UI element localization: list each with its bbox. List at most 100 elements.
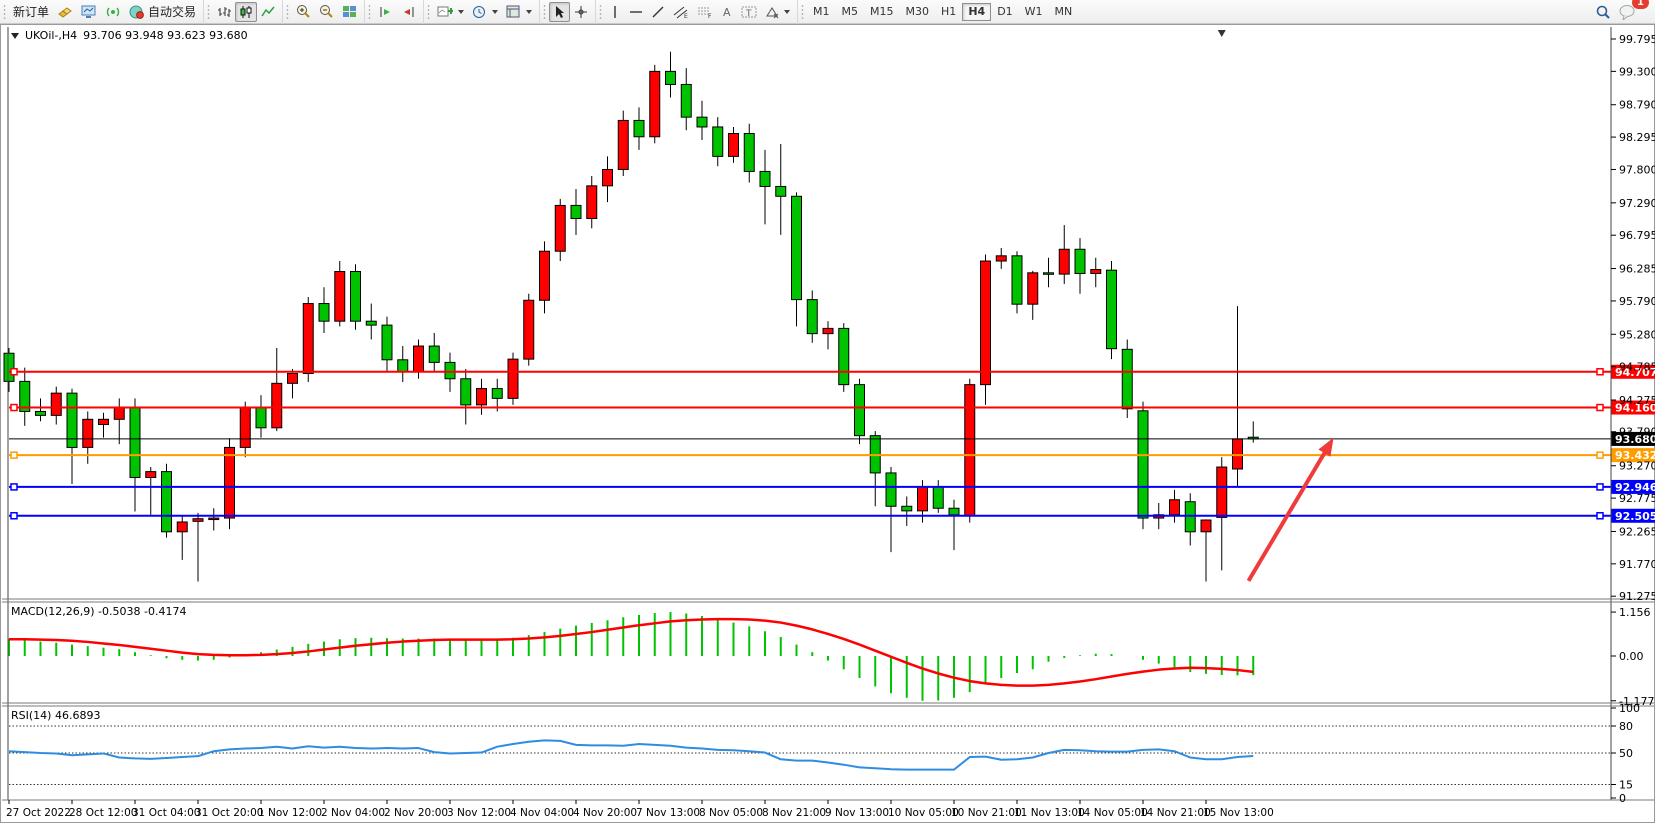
svg-text:98.790: 98.790 (1619, 99, 1655, 112)
periods-clock-icon[interactable] (468, 2, 502, 22)
svg-text:31 Oct 20:00: 31 Oct 20:00 (195, 807, 263, 819)
svg-text:8 Nov 21:00: 8 Nov 21:00 (762, 807, 826, 819)
svg-text:96.795: 96.795 (1619, 229, 1655, 242)
svg-text:4 Nov 20:00: 4 Nov 20:00 (573, 807, 637, 819)
lines-layer: 94.707 94.160 93.680 93.432 92.946 92.505 (9, 364, 1655, 523)
svg-text:27 Oct 2022: 27 Oct 2022 (6, 807, 71, 819)
chart-title[interactable]: UKOil-,H4 93.706 93.948 93.623 93.680 (11, 29, 248, 42)
annot-layer (1246, 437, 1334, 582)
vertical-line-icon[interactable] (605, 2, 625, 22)
svg-text:92.265: 92.265 (1619, 525, 1655, 538)
add-indicator-icon[interactable] (433, 2, 468, 22)
zoom-out-icon[interactable] (315, 2, 338, 22)
bar-chart-icon[interactable] (213, 2, 235, 22)
zoom-in-icon[interactable] (292, 2, 315, 22)
svg-text:94.785: 94.785 (1619, 361, 1655, 374)
svg-text:28 Oct 12:00: 28 Oct 12:00 (69, 807, 137, 819)
svg-text:91.275: 91.275 (1619, 590, 1655, 603)
timeframe-m15[interactable]: M15 (870, 5, 894, 18)
svg-text:100: 100 (1619, 702, 1640, 715)
auto-scroll-icon[interactable] (374, 2, 397, 22)
trendline-icon[interactable] (647, 2, 669, 22)
timeframe-m5[interactable]: M5 (841, 5, 859, 18)
svg-text:11 Nov 13:00: 11 Nov 13:00 (1014, 807, 1085, 819)
svg-text:3 Nov 12:00: 3 Nov 12:00 (447, 807, 511, 819)
svg-text:92.505: 92.505 (1615, 510, 1655, 523)
chevron-down-icon (458, 9, 465, 14)
timeframe-m30[interactable]: M30 (905, 5, 930, 18)
chart-canvas[interactable]: 94.707 94.160 93.680 93.432 92.946 92.505 99.7… (1, 25, 1655, 823)
candles-layer (3, 51, 1259, 582)
macd-indicator-label: MACD(12,26,9) -0.5038 -0.4174 (11, 605, 187, 618)
autotrading-button[interactable]: 自动交易 (125, 2, 200, 22)
timeframe-h1[interactable]: H1 (941, 5, 957, 18)
crosshair-icon[interactable] (570, 2, 592, 22)
svg-text:91.770: 91.770 (1619, 558, 1655, 571)
symbol-dropdown-icon[interactable] (11, 32, 19, 39)
timeframe-d1[interactable]: D1 (997, 5, 1013, 18)
signals-icon[interactable] (101, 2, 125, 22)
svg-text:-1.1779: -1.1779 (1619, 695, 1655, 708)
svg-text:92.775: 92.775 (1619, 492, 1655, 505)
svg-text:14 Nov 21:00: 14 Nov 21:00 (1140, 807, 1211, 819)
templates-icon[interactable] (502, 2, 536, 22)
new-order-button[interactable]: 新订单 (9, 2, 53, 22)
svg-text:97.290: 97.290 (1619, 197, 1655, 210)
shapes-icon[interactable] (761, 2, 794, 22)
grid-layer (9, 725, 1611, 785)
svg-text:93.680: 93.680 (1615, 433, 1655, 446)
candlestick-chart-icon[interactable] (235, 1, 258, 22)
text-icon[interactable]: A (717, 2, 737, 22)
svg-text:92.946: 92.946 (1615, 481, 1655, 494)
svg-text:80: 80 (1619, 720, 1633, 733)
symbol-period-label: UKOil-,H4 (25, 29, 78, 42)
svg-text:99.300: 99.300 (1619, 65, 1655, 78)
fibonacci-icon[interactable]: F (693, 2, 717, 22)
svg-text:F: F (708, 13, 712, 19)
search-icon[interactable] (1591, 2, 1615, 22)
timeframe-w1[interactable]: W1 (1024, 5, 1043, 18)
svg-text:93.432: 93.432 (1615, 449, 1655, 462)
cursor-icon[interactable] (549, 1, 571, 22)
line-chart-icon[interactable] (257, 2, 279, 22)
svg-text:T: T (745, 9, 752, 19)
chevron-down-icon (492, 9, 499, 14)
svg-text:94.160: 94.160 (1615, 402, 1655, 415)
svg-text:94.275: 94.275 (1619, 394, 1655, 407)
chart-shift-icon[interactable] (397, 2, 420, 22)
axes-layer: 99.795 99.300 98.790 98.295 97.800 97.290 96.7… (2, 27, 1655, 819)
svg-text:1.156: 1.156 (1619, 606, 1651, 619)
svg-text:96.285: 96.285 (1619, 263, 1655, 276)
horizontal-line-icon[interactable] (625, 2, 647, 22)
svg-text:99.795: 99.795 (1619, 33, 1655, 46)
main-toolbar: 新订单 自动交易 (0, 0, 1655, 24)
svg-text:95.790: 95.790 (1619, 295, 1655, 308)
chat-icon[interactable]: 1 (1615, 0, 1649, 22)
chevron-down-icon (784, 9, 791, 14)
equidistant-channel-icon[interactable]: E (669, 2, 693, 22)
svg-text:4 Nov 04:00: 4 Nov 04:00 (510, 807, 574, 819)
svg-text:15 Nov 13:00: 15 Nov 13:00 (1203, 807, 1274, 819)
chevron-down-icon (526, 9, 533, 14)
svg-text:97.800: 97.800 (1619, 163, 1655, 176)
text-label-icon[interactable]: T (737, 2, 761, 22)
svg-text:50: 50 (1619, 747, 1633, 760)
gold-icon[interactable] (53, 2, 77, 22)
svg-text:2 Nov 04:00: 2 Nov 04:00 (321, 807, 385, 819)
timeframe-mn[interactable]: MN (1054, 5, 1073, 18)
svg-text:95.280: 95.280 (1619, 328, 1655, 341)
chart-window: 94.707 94.160 93.680 93.432 92.946 92.505 99.7… (0, 24, 1655, 823)
tile-windows-icon[interactable] (338, 2, 361, 22)
timeframe-m1[interactable]: M1 (813, 5, 830, 18)
svg-text:1 Nov 12:00: 1 Nov 12:00 (258, 807, 322, 819)
ohlc-label: 93.706 93.948 93.623 93.680 (83, 29, 248, 42)
svg-text:31 Oct 04:00: 31 Oct 04:00 (132, 807, 200, 819)
svg-text:94.707: 94.707 (1615, 366, 1655, 379)
profiles-icon[interactable] (77, 2, 101, 22)
timeframe-h4[interactable]: H4 (962, 2, 992, 21)
svg-text:7 Nov 13:00: 7 Nov 13:00 (636, 807, 700, 819)
svg-text:0.00: 0.00 (1619, 650, 1644, 663)
svg-text:A: A (723, 6, 731, 19)
svg-text:2 Nov 20:00: 2 Nov 20:00 (384, 807, 448, 819)
autotrading-label: 自动交易 (148, 5, 197, 19)
